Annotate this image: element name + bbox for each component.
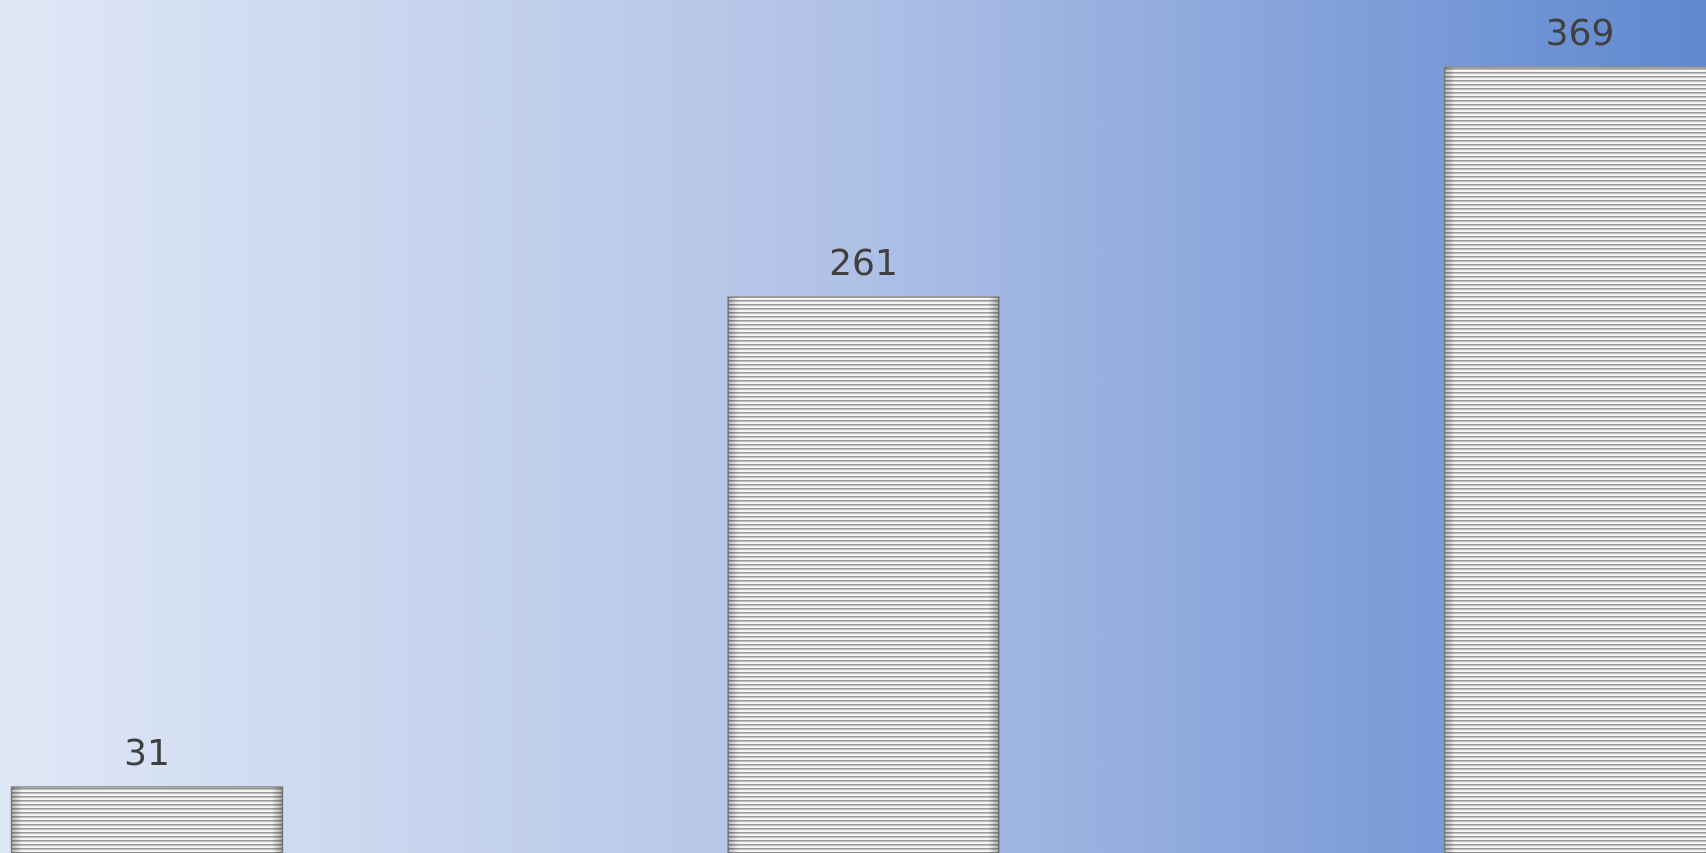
bar-shade [1444,67,1706,853]
bar-shade [11,786,283,853]
data-label: 261 [829,243,898,284]
data-label: 31 [124,733,170,774]
data-label: 369 [1546,13,1615,54]
bar-shade [728,297,999,853]
